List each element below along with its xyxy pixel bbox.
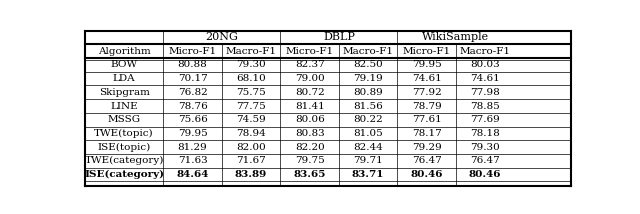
Text: 79.29: 79.29 (412, 143, 442, 152)
Text: Macro-F1: Macro-F1 (460, 47, 511, 56)
Text: DBLP: DBLP (323, 33, 355, 42)
Text: 80.89: 80.89 (353, 88, 383, 97)
Text: 77.75: 77.75 (236, 101, 266, 110)
Text: 82.37: 82.37 (295, 60, 324, 69)
Text: 77.98: 77.98 (470, 88, 500, 97)
Text: 77.61: 77.61 (412, 115, 442, 124)
Text: 78.94: 78.94 (236, 129, 266, 138)
Text: 82.20: 82.20 (295, 143, 324, 152)
Text: 77.69: 77.69 (470, 115, 500, 124)
Text: 79.00: 79.00 (295, 74, 324, 83)
Text: 75.75: 75.75 (236, 88, 266, 97)
Text: Micro-F1: Micro-F1 (403, 47, 451, 56)
Text: 78.85: 78.85 (470, 101, 500, 110)
Text: 79.75: 79.75 (295, 156, 324, 165)
Text: 80.83: 80.83 (295, 129, 324, 138)
Text: 80.06: 80.06 (295, 115, 324, 124)
Text: Macro-F1: Macro-F1 (342, 47, 394, 56)
Text: 81.05: 81.05 (353, 129, 383, 138)
Text: 82.00: 82.00 (236, 143, 266, 152)
Text: 81.41: 81.41 (295, 101, 324, 110)
Text: 80.22: 80.22 (353, 115, 383, 124)
Text: Macro-F1: Macro-F1 (226, 47, 276, 56)
Text: 80.03: 80.03 (470, 60, 500, 69)
Text: 79.95: 79.95 (412, 60, 442, 69)
Text: 20NG: 20NG (205, 33, 238, 42)
Text: 80.88: 80.88 (178, 60, 207, 69)
Text: 80.46: 80.46 (469, 170, 502, 179)
Text: 70.17: 70.17 (178, 74, 207, 83)
Text: 83.71: 83.71 (352, 170, 385, 179)
Text: 78.18: 78.18 (470, 129, 500, 138)
Text: ISE(topic): ISE(topic) (97, 143, 151, 152)
Text: 78.79: 78.79 (412, 101, 442, 110)
Text: TWE(topic): TWE(topic) (94, 129, 154, 138)
Text: 82.50: 82.50 (353, 60, 383, 69)
Text: 79.30: 79.30 (236, 60, 266, 69)
Text: LDA: LDA (113, 74, 136, 83)
Text: 74.61: 74.61 (470, 74, 500, 83)
Text: 81.56: 81.56 (353, 101, 383, 110)
Text: BOW: BOW (111, 60, 138, 69)
Text: 76.82: 76.82 (178, 88, 207, 97)
Text: 79.30: 79.30 (470, 143, 500, 152)
Text: Micro-F1: Micro-F1 (168, 47, 217, 56)
Text: 82.44: 82.44 (353, 143, 383, 152)
Text: 68.10: 68.10 (236, 74, 266, 83)
Text: WikiSample: WikiSample (422, 33, 490, 42)
Text: ISE(category): ISE(category) (84, 170, 164, 179)
Text: Skipgram: Skipgram (99, 88, 150, 97)
Text: 75.66: 75.66 (178, 115, 207, 124)
Text: LINE: LINE (110, 101, 138, 110)
Text: Algorithm: Algorithm (98, 47, 150, 56)
Text: 83.89: 83.89 (235, 170, 268, 179)
Text: 76.47: 76.47 (470, 156, 500, 165)
Text: 84.64: 84.64 (177, 170, 209, 179)
Text: 81.29: 81.29 (178, 143, 207, 152)
Text: TWE(category): TWE(category) (84, 156, 164, 165)
Text: 79.19: 79.19 (353, 74, 383, 83)
Text: 79.71: 79.71 (353, 156, 383, 165)
Text: 76.47: 76.47 (412, 156, 442, 165)
Text: Micro-F1: Micro-F1 (285, 47, 333, 56)
Text: 79.95: 79.95 (178, 129, 207, 138)
Text: 71.67: 71.67 (236, 156, 266, 165)
Text: 80.46: 80.46 (410, 170, 443, 179)
Text: 77.92: 77.92 (412, 88, 442, 97)
Text: 74.59: 74.59 (236, 115, 266, 124)
Text: 83.65: 83.65 (294, 170, 326, 179)
Text: 74.61: 74.61 (412, 74, 442, 83)
Text: 78.17: 78.17 (412, 129, 442, 138)
Text: 80.72: 80.72 (295, 88, 324, 97)
Text: MSSG: MSSG (108, 115, 141, 124)
Text: 78.76: 78.76 (178, 101, 207, 110)
Text: 71.63: 71.63 (178, 156, 207, 165)
